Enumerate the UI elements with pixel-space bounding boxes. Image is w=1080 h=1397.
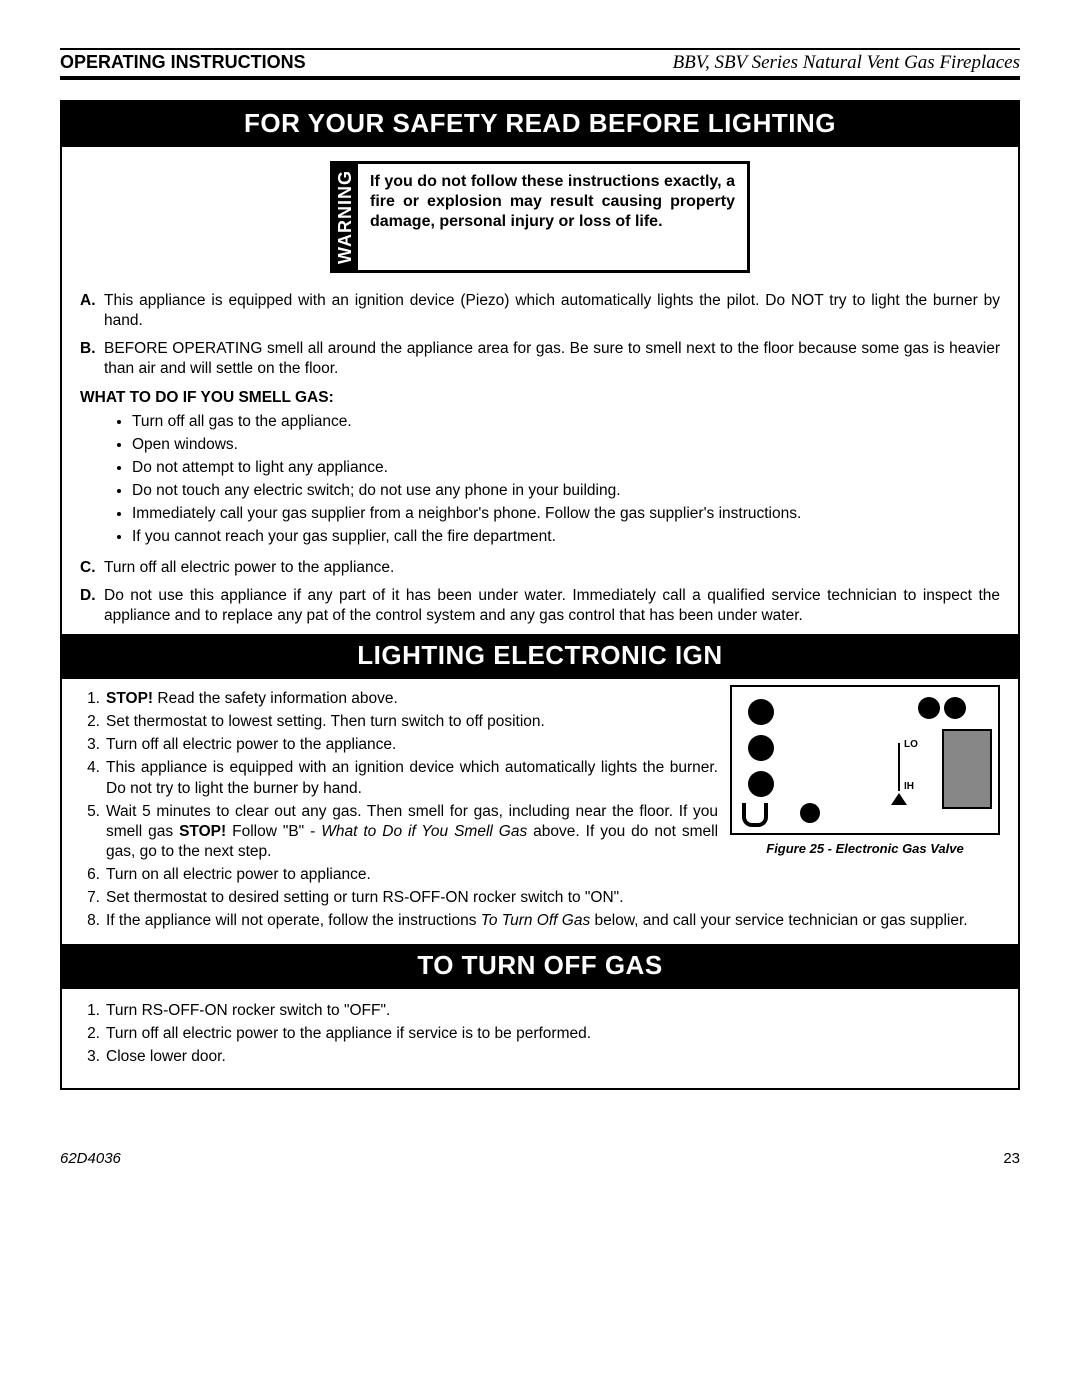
step-text: Set thermostat to lowest setting. Then t… [106,712,718,732]
off-step-2: 2.Turn off all electric power to the app… [80,1024,1000,1044]
warning-side-label: WARNING [333,164,358,270]
letter-d: D. [80,586,104,626]
letter-c: C. [80,558,104,578]
smell-bullet: If you cannot reach your gas supplier, c… [132,527,1000,547]
stop-word: STOP! [106,690,153,707]
smell-gas-list: Turn off all gas to the appliance. Open … [80,412,1000,548]
step-text: Close lower door. [106,1047,1000,1067]
step-5: 5.Wait 5 minutes to clear out any gas. T… [80,802,718,862]
banner-lighting-label: LIGHTING ELECTRONIC IGN [349,638,730,673]
smell-bullet: Turn off all gas to the appliance. [132,412,1000,432]
header-product-title: BBV, SBV Series Natural Vent Gas Firepla… [673,52,1020,74]
valve-dot [748,735,774,761]
item-c: C. Turn off all electric power to the ap… [80,558,1000,578]
letter-a: A. [80,291,104,331]
stop-word: STOP! [179,823,226,840]
dial-stem [898,743,900,791]
step-text: below, and call your service technician … [590,912,967,929]
text-a: This appliance is equipped with an ignit… [104,291,1000,331]
warning-text: If you do not follow these instructions … [358,164,747,270]
step-text: Turn off all electric power to the appli… [106,1024,1000,1044]
page-header: OPERATING INSTRUCTIONS BBV, SBV Series N… [60,52,1020,80]
page: OPERATING INSTRUCTIONS BBV, SBV Series N… [0,0,1080,1197]
item-d: D. Do not use this appliance if any part… [80,586,1000,626]
valve-body [942,729,992,809]
step-text: Set thermostat to desired setting or tur… [106,888,1000,908]
step-6: 6.Turn on all electric power to applianc… [80,865,1000,885]
top-rule [60,48,1020,50]
valve-dot [800,803,820,823]
safety-body: A. This appliance is equipped with an ig… [62,291,1018,626]
item-a: A. This appliance is equipped with an ig… [80,291,1000,331]
step-1: 1.STOP! Read the safety information abov… [80,689,718,709]
content-box: FOR YOUR SAFETY READ BEFORE LIGHTING WAR… [60,100,1020,1090]
step-ref: What to Do if You Smell Gas [321,823,527,840]
figure-wrap: LO IH Figure 25 - Electronic Gas Valve [730,685,1000,856]
valve-u-icon [742,803,768,827]
page-footer: 62D4036 23 [60,1150,1020,1167]
doc-number: 62D4036 [60,1150,121,1167]
dial-pointer-icon [891,793,907,805]
step-text: This appliance is equipped with an ignit… [106,758,718,798]
label-lo: LO [904,739,918,750]
smell-bullet: Immediately call your gas supplier from … [132,504,1000,524]
step-2: 2.Set thermostat to lowest setting. Then… [80,712,718,732]
off-step-1: 1.Turn RS-OFF-ON rocker switch to "OFF". [80,1001,1000,1021]
step-3: 3.Turn off all electric power to the app… [80,735,718,755]
valve-dot [944,697,966,719]
valve-dot [748,699,774,725]
warning-wrap: WARNING If you do not follow these instr… [62,161,1018,273]
text-c: Turn off all electric power to the appli… [104,558,1000,578]
off-step-3: 3.Close lower door. [80,1047,1000,1067]
banner-lighting: LIGHTING ELECTRONIC IGN [62,634,1018,679]
valve-dot [918,697,940,719]
banner-safety: FOR YOUR SAFETY READ BEFORE LIGHTING [62,102,1018,147]
figure-caption: Figure 25 - Electronic Gas Valve [730,841,1000,856]
step-text: Follow "B" - [226,823,321,840]
valve-dot [748,771,774,797]
item-b: B. BEFORE OPERATING smell all around the… [80,339,1000,379]
turnoff-steps: 1.Turn RS-OFF-ON rocker switch to "OFF".… [62,1001,1018,1067]
valve-diagram: LO IH [730,685,1000,835]
step-text: Turn off all electric power to the appli… [106,735,718,755]
step-text: Turn RS-OFF-ON rocker switch to "OFF". [106,1001,1000,1021]
smell-bullet: Do not touch any electric switch; do not… [132,481,1000,501]
label-ih: IH [904,781,914,792]
smell-bullet: Do not attempt to light any appliance. [132,458,1000,478]
step-text: Turn on all electric power to appliance. [106,865,1000,885]
warning-box: WARNING If you do not follow these instr… [330,161,750,273]
step-ref: To Turn Off Gas [481,912,590,929]
step-8: 8.If the appliance will not operate, fol… [80,911,1000,931]
step-7: 7.Set thermostat to desired setting or t… [80,888,1000,908]
step-text: If the appliance will not operate, follo… [106,912,481,929]
banner-turnoff: TO TURN OFF GAS [62,944,1018,989]
header-section-title: OPERATING INSTRUCTIONS [60,52,306,73]
page-number: 23 [1003,1150,1020,1167]
banner-turnoff-label: TO TURN OFF GAS [409,948,670,983]
banner-safety-label: FOR YOUR SAFETY READ BEFORE LIGHTING [236,106,844,141]
smell-gas-heading: WHAT TO DO IF YOU SMELL GAS: [80,388,1000,408]
text-d: Do not use this appliance if any part of… [104,586,1000,626]
step-4: 4.This appliance is equipped with an ign… [80,758,718,798]
smell-bullet: Open windows. [132,435,1000,455]
text-b: BEFORE OPERATING smell all around the ap… [104,339,1000,379]
step-text: Read the safety information above. [153,690,398,707]
letter-b: B. [80,339,104,379]
